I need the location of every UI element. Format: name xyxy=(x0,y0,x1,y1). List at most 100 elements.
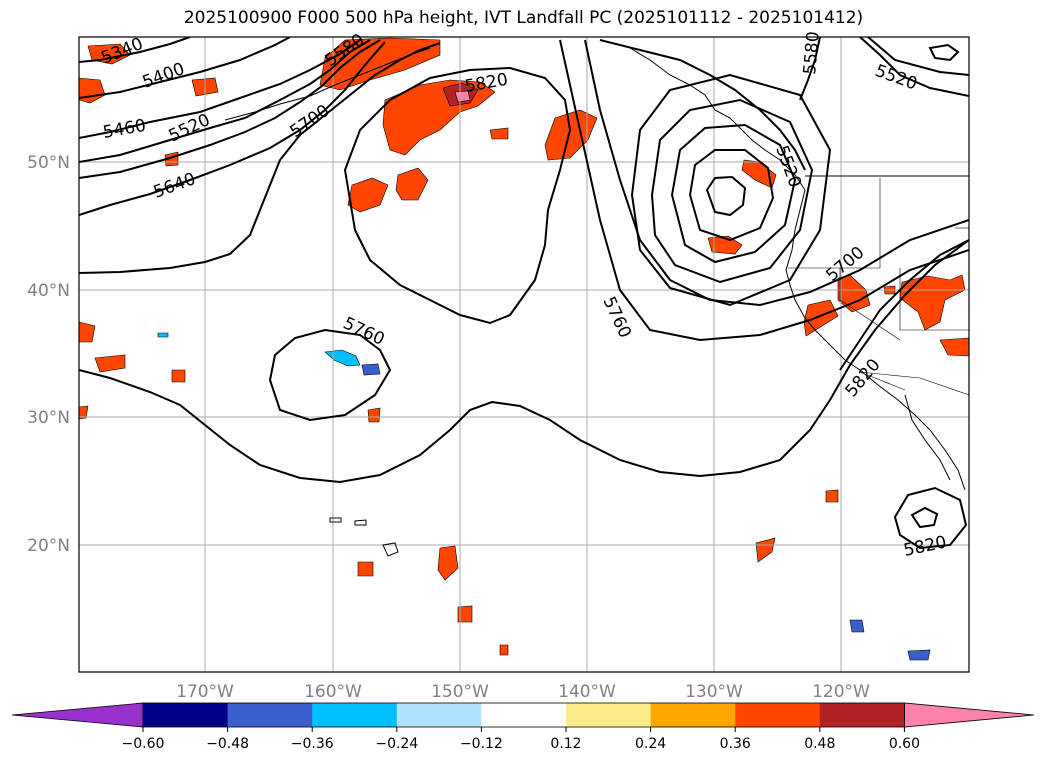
colorbar-tick-label: 0.36 xyxy=(720,736,751,752)
contour-5580-east-arc xyxy=(859,37,969,97)
coastlines xyxy=(224,47,969,557)
contour-5460 xyxy=(79,39,361,139)
ivt-blob-hi2 xyxy=(357,561,374,577)
lat-label-30n: 30°N xyxy=(27,408,70,428)
contour-5760-small xyxy=(268,328,392,422)
contour-5640 xyxy=(79,41,386,216)
latitude-labels: 50°N 40°N 30°N 20°N xyxy=(27,153,70,556)
colorbar-segment xyxy=(735,703,821,727)
colorbar-segment xyxy=(396,703,482,727)
colorbar-segment xyxy=(819,703,905,727)
ivt-blob-w4 xyxy=(79,405,89,420)
colorbar-tick-label: 0.60 xyxy=(889,736,920,752)
low-ring-1 xyxy=(688,149,775,242)
ivt-neg-4 xyxy=(849,619,865,633)
ivt-blob-small1 xyxy=(489,127,509,140)
hawaii-1 xyxy=(382,542,399,557)
lon-label-170w: 170°W xyxy=(176,682,234,702)
colorbar-tick-label: −0.48 xyxy=(206,736,249,752)
lon-label-160w: 160°W xyxy=(304,682,362,702)
ivt-blob-w3 xyxy=(171,369,186,383)
contour-5760-main xyxy=(79,239,969,484)
contour-5820-loop xyxy=(343,66,572,325)
contour-5340 xyxy=(79,37,191,63)
hawaii-2 xyxy=(354,519,367,526)
height-contours xyxy=(79,37,969,550)
contour-5700 xyxy=(79,42,441,274)
contour-5820-high-outer xyxy=(893,486,968,550)
ivt-blob-low xyxy=(707,235,743,255)
contour-5520-east-arc xyxy=(867,37,969,76)
map-background xyxy=(79,37,969,672)
low-ring-2 xyxy=(670,123,797,264)
contour-5820-se xyxy=(839,239,969,371)
mexico-border xyxy=(859,371,906,391)
contour-5520-east xyxy=(928,43,960,62)
lon-label-150w: 150°W xyxy=(431,682,489,702)
colorbar-segment xyxy=(312,703,398,727)
state-line-5 xyxy=(859,371,969,396)
colorbar-tick-label: 0.12 xyxy=(550,736,581,752)
ivt-blob-s1 xyxy=(367,407,381,423)
ivt-blob-s4 xyxy=(825,489,839,503)
ivt-blob-aleutians xyxy=(87,43,131,65)
alaska-coast xyxy=(629,47,806,191)
colorbar-segment xyxy=(143,703,229,727)
colorbar-segment xyxy=(481,703,567,727)
ivt-blob-mid2 xyxy=(395,167,429,201)
colorbar-extend-min xyxy=(11,702,144,728)
ivt-blob-w1 xyxy=(79,321,96,343)
ivt-blob-east xyxy=(544,109,598,161)
contour-5580-west xyxy=(79,39,381,179)
contour-label-5580-east: 5580 xyxy=(800,31,824,76)
ivt-neg-3 xyxy=(157,332,169,338)
colorbar-tick-label: −0.60 xyxy=(122,736,165,752)
ivt-blob-w2 xyxy=(94,354,126,373)
lat-label-50n: 50°N xyxy=(27,153,70,173)
lat-label-20n: 20°N xyxy=(27,536,70,556)
ivt-blob-s2 xyxy=(457,605,473,623)
colorbar-tick-label: 0.48 xyxy=(804,736,835,752)
state-line-1 xyxy=(788,178,881,269)
colorbar-segment xyxy=(227,703,313,727)
ivt-blob-nv xyxy=(899,274,966,331)
lon-label-120w: 120°W xyxy=(812,682,870,702)
colorbar-tick-label: −0.12 xyxy=(460,736,503,752)
ivt-neg-2 xyxy=(361,363,381,376)
colorbar-border xyxy=(142,702,905,728)
west-coast xyxy=(785,189,966,491)
colorbar-tick-label: 0.24 xyxy=(635,736,666,752)
contour-5820-high xyxy=(910,506,939,529)
ivt-blob-max-core xyxy=(454,90,471,103)
colorbar: −0.60 −0.48 −0.36 −0.24 −0.12 0.12 0.24 0.36 0.4… xyxy=(11,702,1035,752)
low-ring-3 xyxy=(650,98,814,284)
ivt-blob-s3 xyxy=(755,537,776,563)
low-ring-4 xyxy=(630,73,832,307)
contour-5520-west xyxy=(79,39,371,163)
low-center-inner xyxy=(705,175,747,217)
ivt-blob-az xyxy=(939,337,969,357)
lon-label-130w: 130°W xyxy=(685,682,743,702)
colorbar-segment xyxy=(566,703,652,727)
baja xyxy=(904,394,951,481)
ivt-negative-shading xyxy=(157,332,931,661)
colorbar-tick-label: −0.24 xyxy=(375,736,418,752)
colorbar-tick-label: −0.36 xyxy=(291,736,334,752)
ivt-neg-5 xyxy=(907,649,931,661)
colorbar-segment xyxy=(650,703,736,727)
lat-label-40n: 40°N xyxy=(27,281,70,301)
ivt-blob-hi1 xyxy=(437,545,459,581)
ivt-blob-s5 xyxy=(499,644,509,656)
ivt-blob-mid1 xyxy=(347,177,389,213)
contour-ring4 xyxy=(559,39,969,342)
lon-label-140w: 140°W xyxy=(558,682,616,702)
colorbar-extend-max xyxy=(904,702,1035,728)
hawaii-3 xyxy=(329,517,342,523)
contour-5400 xyxy=(79,37,291,99)
longitude-labels: 170°W 160°W 150°W 140°W 130°W 120°W xyxy=(176,682,870,702)
ivt-neg-1 xyxy=(324,349,361,367)
gridlines xyxy=(79,37,969,672)
map-title: 2025100900 F000 500 hPa height, IVT Land… xyxy=(183,8,864,28)
contour-ring1 xyxy=(799,37,821,101)
